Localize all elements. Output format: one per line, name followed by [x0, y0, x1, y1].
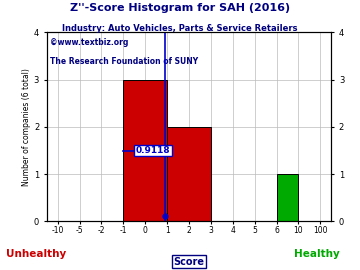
Text: Industry: Auto Vehicles, Parts & Service Retailers: Industry: Auto Vehicles, Parts & Service… [62, 24, 298, 33]
Y-axis label: Number of companies (6 total): Number of companies (6 total) [22, 68, 31, 186]
Text: Score: Score [174, 257, 204, 267]
Bar [167, 127, 211, 221]
Text: Healthy: Healthy [294, 249, 340, 259]
Text: Z''-Score Histogram for SAH (2016): Z''-Score Histogram for SAH (2016) [70, 3, 290, 13]
Text: ©www.textbiz.org: ©www.textbiz.org [50, 38, 128, 47]
Text: The Research Foundation of SUNY: The Research Foundation of SUNY [50, 57, 198, 66]
Bar [276, 174, 298, 221]
Bar [123, 80, 167, 221]
Text: 0.9118: 0.9118 [136, 146, 171, 155]
Text: Unhealthy: Unhealthy [6, 249, 66, 259]
